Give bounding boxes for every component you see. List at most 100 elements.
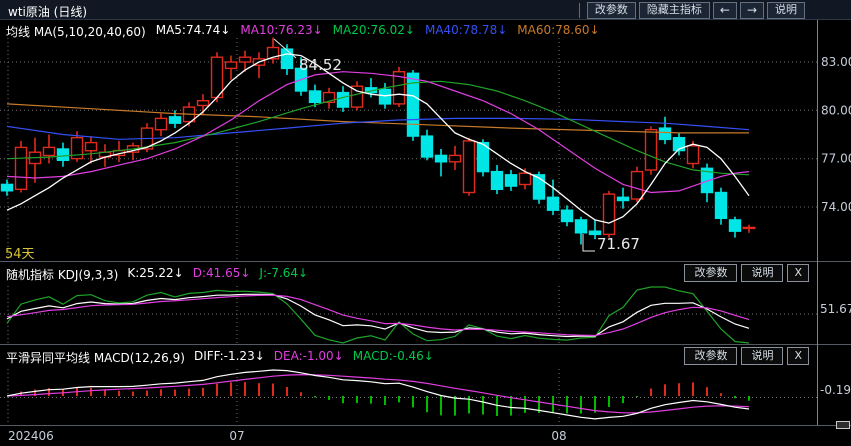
title-bar: wti原油 (日线) 改参数 隐藏主指标 ← → 说明 bbox=[0, 0, 851, 20]
macd-panel-buttons: 改参数 说明 X bbox=[684, 347, 809, 365]
kdj-close-button[interactable]: X bbox=[787, 264, 809, 282]
candle-body bbox=[322, 91, 336, 103]
macd-help-button[interactable]: 说明 bbox=[741, 347, 784, 365]
hide-main-indicator-button[interactable]: 隐藏主指标 bbox=[638, 1, 710, 19]
candle-body bbox=[42, 146, 56, 157]
candle-body bbox=[14, 146, 28, 190]
toolbar: 改参数 隐藏主指标 ← → 说明 bbox=[578, 1, 805, 19]
macd-axis-label: -0.19 bbox=[820, 383, 851, 397]
ma40-value: MA40:78.78↓ bbox=[424, 23, 508, 37]
candle-body bbox=[126, 145, 140, 153]
kdj-title: 随机指标 KDJ(9,3,3) bbox=[6, 268, 119, 282]
date-axis-label: 07 bbox=[229, 429, 244, 443]
kdj-j-value: J:-7.64↓ bbox=[259, 266, 309, 280]
candle-body bbox=[616, 196, 630, 202]
candle-body bbox=[448, 154, 462, 163]
candle-body bbox=[602, 193, 616, 236]
candle-body bbox=[700, 167, 714, 194]
kdj-change-params-button[interactable]: 改参数 bbox=[684, 264, 738, 282]
candle-body bbox=[686, 145, 700, 165]
candle-body bbox=[546, 196, 560, 211]
candle-body bbox=[266, 46, 280, 60]
candle-body bbox=[588, 230, 602, 236]
macd-diff-value: DIFF:-1.23↓ bbox=[193, 349, 265, 363]
left-arrow-button[interactable]: ← bbox=[712, 1, 737, 19]
candle-body bbox=[378, 88, 392, 105]
candle-body bbox=[364, 87, 378, 94]
change-params-button[interactable]: 改参数 bbox=[586, 1, 636, 19]
candle-body bbox=[728, 219, 742, 232]
window-title: wti原油 (日线) bbox=[8, 5, 88, 19]
ma-indicator-title: 均线 MA(5,10,20,40,60) bbox=[6, 25, 146, 39]
candle-body bbox=[0, 183, 14, 192]
ma20-value: MA20:76.02↓ bbox=[332, 23, 415, 37]
low-annotation-label: 71.67 bbox=[597, 235, 640, 253]
candle-body bbox=[518, 172, 532, 186]
macd-title: 平滑异同平均线 MACD(12,26,9) bbox=[6, 351, 185, 365]
ma5-value: MA5:74.74↓ bbox=[155, 23, 231, 37]
kdj-k-value: K:25.22↓ bbox=[127, 266, 184, 280]
candle-body bbox=[140, 127, 154, 150]
candle-body bbox=[714, 191, 728, 219]
kdj-j-line bbox=[6, 286, 750, 344]
candle-body bbox=[224, 61, 238, 70]
macd-macd-value: MACD:-0.46↓ bbox=[352, 349, 434, 363]
candle-body bbox=[532, 174, 546, 200]
macd-diff-line bbox=[6, 369, 750, 420]
candle-body bbox=[336, 91, 350, 108]
candle-body bbox=[350, 85, 364, 108]
right-arrow-button[interactable]: → bbox=[739, 1, 764, 19]
price-axis-label: 77.00 bbox=[821, 152, 851, 166]
price-axis-label: 83.00 bbox=[821, 55, 851, 69]
date-axis-label: 202406 bbox=[8, 429, 54, 443]
candle-body bbox=[490, 170, 504, 191]
help-button[interactable]: 说明 bbox=[767, 1, 805, 19]
ma40-line bbox=[6, 117, 750, 140]
candle-body bbox=[196, 99, 210, 107]
candle-body bbox=[644, 128, 658, 171]
candle-body bbox=[294, 67, 308, 92]
candle-body bbox=[280, 48, 294, 70]
candle-body bbox=[28, 151, 42, 165]
scrollbar-thumb[interactable] bbox=[836, 421, 850, 429]
candle-body bbox=[56, 148, 70, 162]
ma10-line bbox=[6, 71, 750, 194]
macd-indicator-header: 平滑异同平均线 MACD(12,26,9) DIFF:-1.23↓ DEA:-1… bbox=[6, 349, 434, 366]
candle-body bbox=[308, 90, 322, 104]
candle-body bbox=[672, 136, 686, 152]
ma60-line bbox=[6, 103, 749, 134]
kdj-help-button[interactable]: 说明 bbox=[741, 264, 784, 282]
candle-body bbox=[252, 58, 266, 66]
candle-body bbox=[560, 209, 574, 223]
price-axis-label: 80.00 bbox=[821, 103, 851, 117]
candle-body bbox=[168, 116, 182, 124]
candle-body bbox=[70, 136, 84, 160]
period-days-label: 54天 bbox=[5, 247, 35, 262]
candle-body bbox=[98, 151, 112, 158]
kdj-k-line bbox=[6, 293, 750, 338]
kdj-d-line bbox=[6, 294, 750, 337]
candle-body bbox=[182, 106, 196, 123]
kdj-panel-buttons: 改参数 说明 X bbox=[684, 264, 809, 282]
high-annotation-pointer bbox=[273, 38, 297, 59]
candle-body bbox=[434, 154, 448, 163]
candle-body bbox=[420, 135, 434, 158]
macd-dea-value: DEA:-1.00↓ bbox=[273, 349, 344, 363]
ma-indicator-header: 均线 MA(5,10,20,40,60) MA5:74.74↓ MA10:76.… bbox=[6, 23, 600, 40]
candle-body bbox=[476, 141, 490, 173]
candle-body bbox=[112, 149, 126, 157]
candle-body bbox=[462, 140, 476, 194]
candle-body bbox=[210, 56, 224, 99]
candle-body bbox=[238, 56, 252, 63]
kdj-d-value: D:41.65↓ bbox=[192, 266, 251, 280]
ma60-value: MA60:78.60↓ bbox=[517, 23, 600, 37]
candle-body bbox=[84, 141, 98, 152]
toolbar-divider bbox=[578, 2, 580, 18]
candle-body bbox=[630, 170, 644, 200]
date-axis-label: 08 bbox=[551, 429, 566, 443]
macd-change-params-button[interactable]: 改参数 bbox=[684, 347, 738, 365]
macd-close-button[interactable]: X bbox=[787, 347, 809, 365]
kdj-axis-label: 51.67 bbox=[820, 302, 851, 316]
kdj-indicator-header: 随机指标 KDJ(9,3,3) K:25.22↓ D:41.65↓ J:-7.6… bbox=[6, 266, 308, 283]
